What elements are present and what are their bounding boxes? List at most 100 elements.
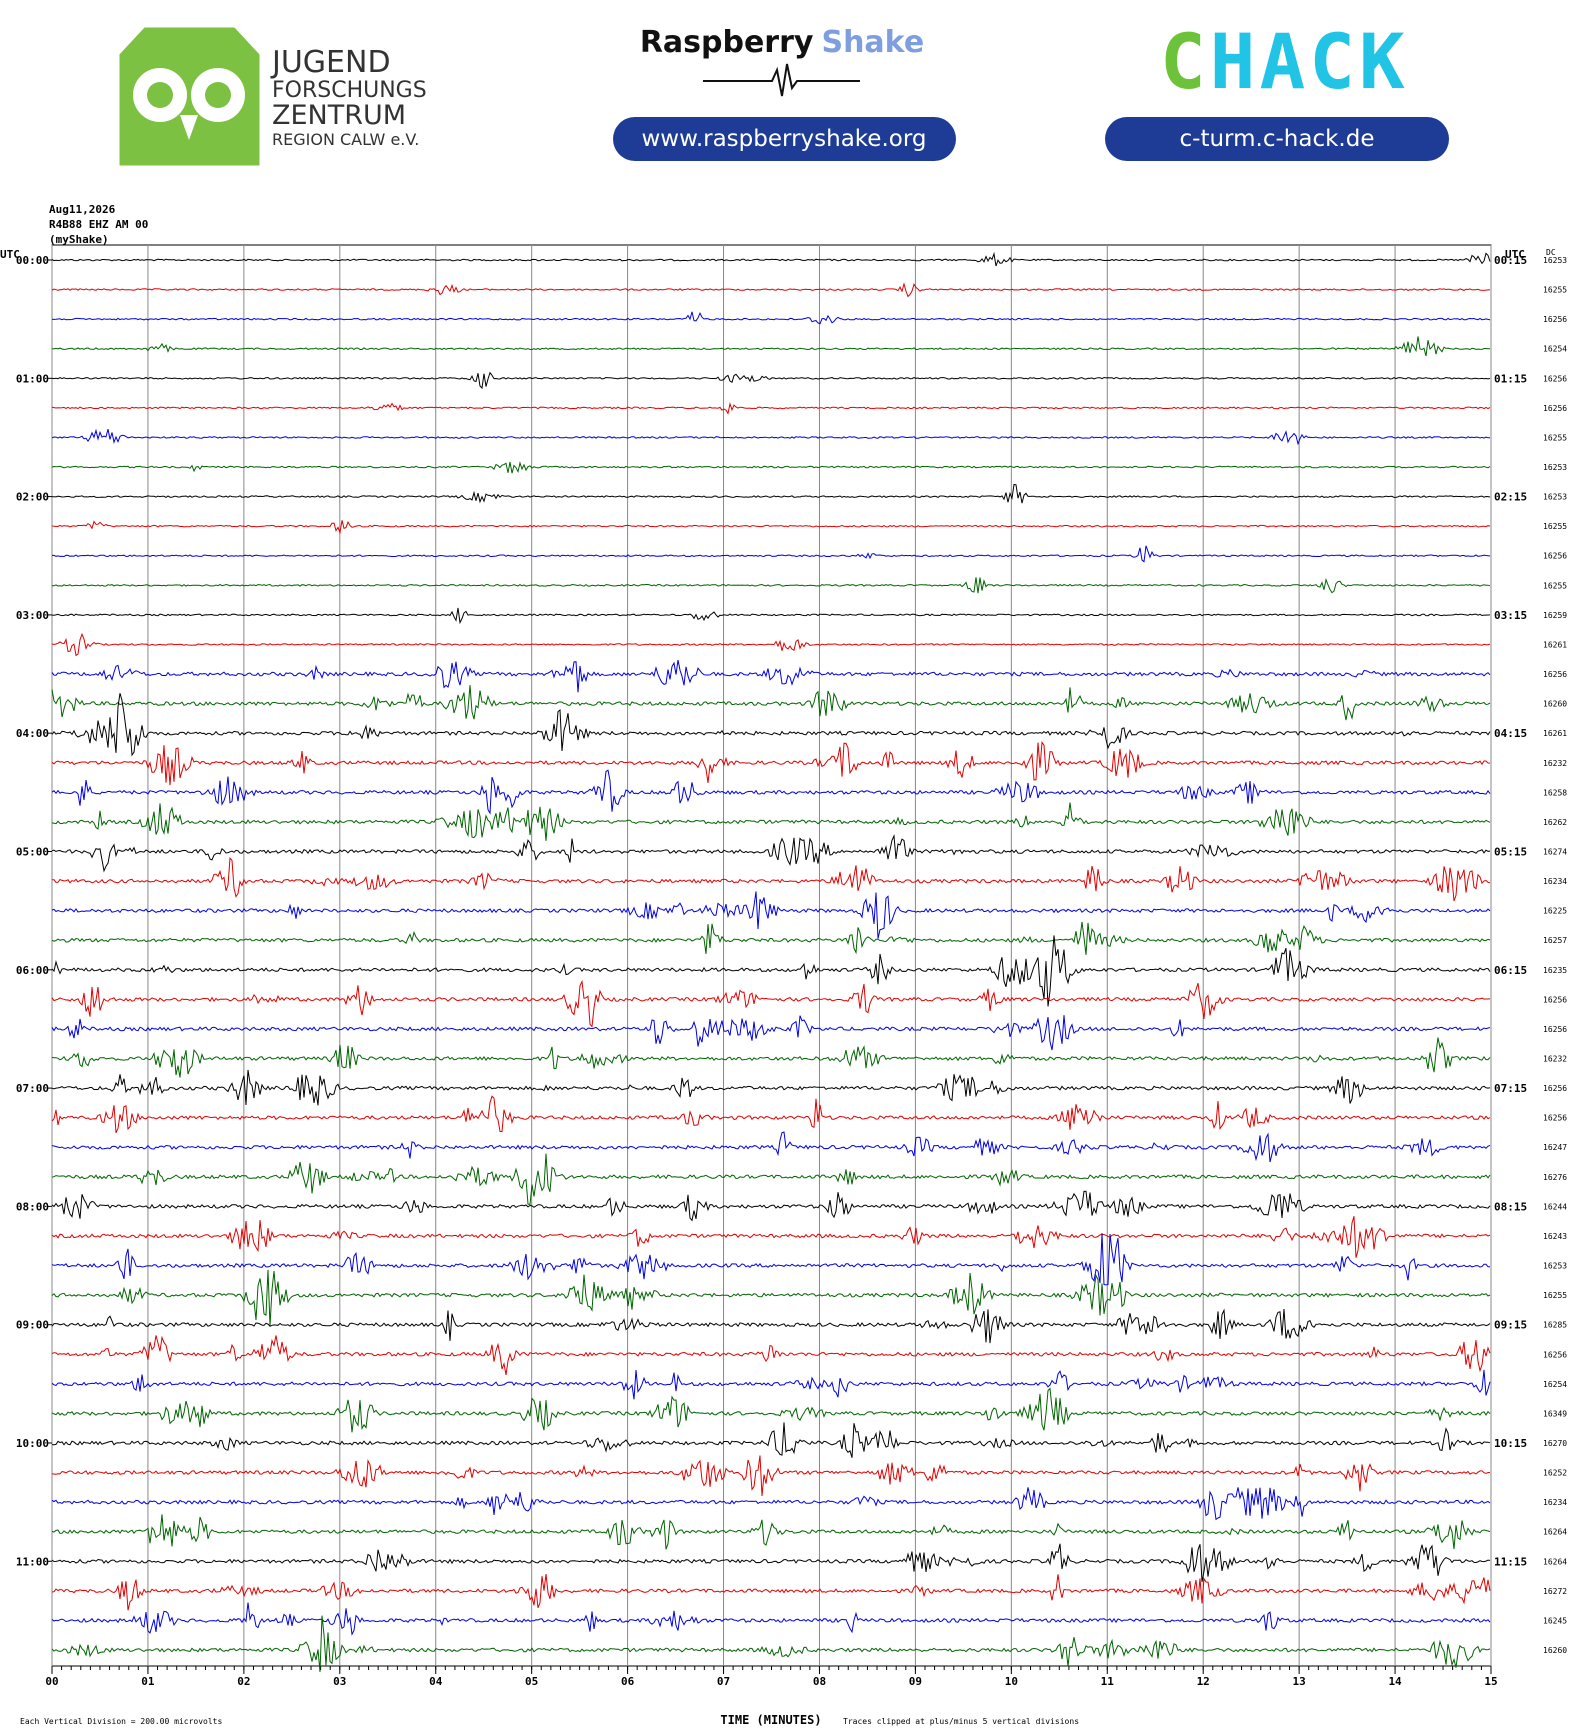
dc-value: 16256: [1543, 670, 1567, 679]
chack-rest: HACK: [1210, 17, 1409, 106]
trace: [51, 1602, 1491, 1636]
footnote: Traces clipped at plus/minus 5 vertical …: [843, 1717, 1079, 1726]
dc-value: 16254: [1543, 1380, 1567, 1389]
trace: [52, 857, 1491, 902]
dc-label: DC: [1546, 248, 1556, 257]
chack-url-button[interactable]: [1105, 117, 1449, 161]
trace: [51, 659, 1491, 693]
trace: [51, 979, 1491, 1028]
dc-value: 16256: [1543, 374, 1567, 383]
jfz-logo: JUGEND FORSCHUNGS ZENTRUM REGION CALW e.…: [118, 26, 427, 167]
x-tick-label: 05: [525, 1675, 538, 1688]
jfz-text: REGION CALW e.V.: [272, 130, 419, 149]
left-time-label: 08:00: [16, 1200, 49, 1213]
right-time-label: 09:15: [1494, 1319, 1527, 1332]
trace: [51, 1574, 1491, 1611]
left-axis-label: UTC: [0, 248, 20, 261]
right-time-label: 07:15: [1494, 1082, 1527, 1095]
dc-value: 16261: [1543, 640, 1567, 649]
trace: [51, 1615, 1491, 1672]
right-time-label: 11:15: [1494, 1555, 1527, 1568]
left-time-label: 04:00: [16, 727, 49, 740]
x-tick-label: 12: [1197, 1675, 1210, 1688]
dc-value: 16244: [1543, 1202, 1567, 1211]
trace: [51, 1387, 1491, 1433]
trace: [52, 545, 1491, 563]
dc-value: 16232: [1543, 759, 1567, 768]
trace: [51, 1422, 1491, 1458]
dc-value: 16256: [1543, 995, 1567, 1004]
trace: [51, 371, 1491, 390]
jfz-text: ZENTRUM: [272, 100, 406, 131]
right-time-label: 03:15: [1494, 609, 1527, 622]
trace: [51, 769, 1491, 815]
trace: [51, 607, 1491, 625]
left-time-label: 00:00: [16, 254, 49, 267]
trace: [51, 1216, 1491, 1258]
trace: [51, 428, 1491, 446]
dc-value: 16252: [1543, 1469, 1567, 1478]
trace: [51, 336, 1490, 357]
trace: [51, 402, 1491, 415]
right-time-label: 02:15: [1494, 491, 1527, 504]
trace: [51, 311, 1491, 325]
dc-value: 16255: [1543, 1291, 1567, 1300]
x-axis-label: TIME (MINUTES): [720, 1713, 821, 1727]
trace: [51, 1190, 1491, 1222]
dc-value: 16256: [1543, 315, 1567, 324]
trace: [51, 1335, 1491, 1375]
dc-value: 16253: [1543, 256, 1567, 265]
left-time-label: 05:00: [16, 845, 49, 858]
x-tick-label: 00: [45, 1675, 58, 1688]
trace: [51, 1269, 1491, 1326]
dc-value: 16257: [1543, 936, 1567, 945]
info-line: (myShake): [49, 233, 109, 246]
dc-value: 16285: [1543, 1321, 1567, 1330]
trace: [51, 1131, 1491, 1163]
info-line: R4B88 EHZ AM 00: [49, 218, 148, 231]
trace: [51, 685, 1491, 721]
footnote: Each Vertical Division = 200.00 microvol…: [20, 1717, 222, 1726]
trace: [51, 802, 1491, 841]
x-tick-label: 03: [333, 1675, 346, 1688]
chack-logo: CHACK c-turm.c-hack.de: [1105, 17, 1449, 161]
x-tick-label: 10: [1005, 1675, 1018, 1688]
right-time-label: 00:15: [1494, 254, 1527, 267]
left-time-label: 09:00: [16, 1319, 49, 1332]
trace: [51, 693, 1491, 757]
dc-value: 16264: [1543, 1528, 1567, 1537]
dc-value: 16254: [1543, 345, 1567, 354]
x-tick-label: 08: [813, 1675, 826, 1688]
dc-value: 16272: [1543, 1587, 1567, 1596]
chack-url[interactable]: c-turm.c-hack.de: [1180, 126, 1375, 152]
x-tick-label: 07: [717, 1675, 730, 1688]
trace: [51, 1514, 1491, 1550]
dc-value: 16256: [1543, 1114, 1567, 1123]
left-time-label: 11:00: [16, 1555, 49, 1568]
trace: [51, 935, 1491, 1007]
dc-value: 16259: [1543, 611, 1567, 620]
trace: [51, 1015, 1491, 1051]
jfz-text: JUGEND: [270, 45, 391, 80]
rs-url[interactable]: www.raspberryshake.org: [642, 126, 927, 152]
dc-value: 16256: [1543, 1350, 1567, 1359]
rs-url-button[interactable]: [613, 117, 956, 161]
dc-value: 16245: [1543, 1616, 1567, 1625]
dc-value: 16255: [1543, 433, 1567, 442]
rs-name: Raspberry: [640, 25, 814, 60]
dc-value: 16253: [1543, 463, 1567, 472]
dc-value: 16270: [1543, 1439, 1567, 1448]
left-time-label: 06:00: [16, 964, 49, 977]
x-tick-label: 01: [141, 1675, 155, 1688]
dc-value: 16255: [1543, 286, 1567, 295]
dc-value: 16261: [1543, 729, 1567, 738]
dc-value: 16260: [1543, 1646, 1567, 1655]
plot-frame: [51, 244, 1492, 1667]
trace: [51, 1232, 1490, 1286]
right-time-label: 01:15: [1494, 372, 1527, 385]
dc-value: 16243: [1543, 1232, 1567, 1241]
dc-value: 16255: [1543, 581, 1567, 590]
dc-value: 16274: [1543, 847, 1567, 856]
